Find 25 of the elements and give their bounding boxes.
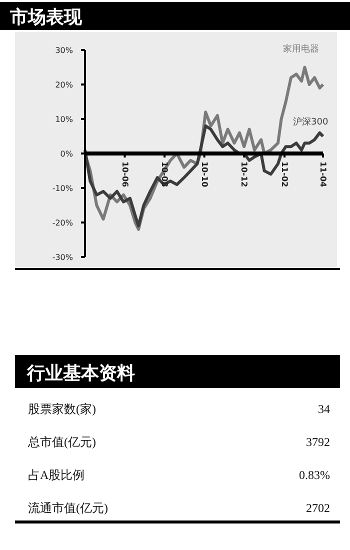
category-label: 占A股比例	[28, 468, 85, 482]
text: 2702	[306, 501, 330, 515]
category-label: 股票家数(家)	[28, 402, 96, 416]
x-tick-label: 10-10	[200, 162, 209, 188]
series-label: 沪深300	[293, 116, 328, 128]
category-label: 流通市值(亿元)	[28, 501, 108, 515]
x-tick-label: 10-12	[240, 162, 249, 188]
y-tick-label: 0%	[60, 150, 74, 158]
text: 34	[318, 402, 330, 416]
text: 3792	[306, 435, 330, 449]
text: 家用电器	[283, 44, 319, 54]
y-tick-label: -30%	[52, 253, 74, 262]
y-tick-label: 30%	[55, 46, 74, 55]
text: 行业基本资料	[26, 363, 135, 383]
line-series	[84, 124, 324, 228]
chart-title: 市场表现	[9, 7, 83, 27]
x-tick-label: 11-02	[280, 162, 290, 188]
text: 0.83%	[299, 468, 330, 482]
y-tick-label: -10%	[52, 184, 74, 193]
x-tick-label: 11-04	[318, 162, 328, 188]
category-label: 总市值(亿元)	[27, 435, 96, 449]
y-tick-label: 10%	[55, 115, 74, 124]
y-tick-label: 20%	[55, 80, 74, 90]
x-tick-label: 10-06	[120, 162, 130, 188]
y-tick-label: -20%	[52, 218, 74, 228]
